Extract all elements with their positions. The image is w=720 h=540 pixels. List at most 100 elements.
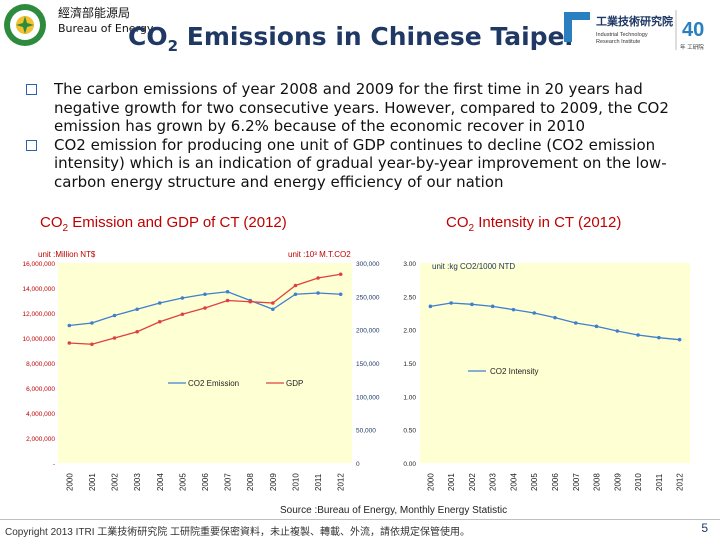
x-axis-tick-label: 2011 <box>314 473 323 491</box>
series-point <box>293 283 298 288</box>
x-axis-tick-label: 2001 <box>447 473 456 491</box>
series-point <box>338 272 343 277</box>
right-axis-tick-label: 250,000 <box>356 294 380 301</box>
series-point <box>157 319 162 324</box>
series-point <box>67 341 72 345</box>
plot-area <box>420 263 690 463</box>
series-point <box>470 302 474 307</box>
left-chart-title: CO2 Emission and GDP of CT (2012) <box>40 214 287 234</box>
page-number: 5 <box>701 521 708 535</box>
checkbox-bullet-icon <box>26 139 37 151</box>
x-axis-tick-label: 2007 <box>224 473 233 491</box>
x-axis-tick-label: 2007 <box>572 473 581 491</box>
series-point <box>449 301 453 305</box>
x-axis-tick-label: 2004 <box>509 473 518 491</box>
series-point <box>594 324 599 329</box>
series-point <box>180 312 185 317</box>
itri-logo: 工業技術研究院 Industrial Technology Research I… <box>564 10 704 51</box>
itri-name-zh: 工業技術研究院 <box>596 14 673 28</box>
left-unit-label: unit :Million NT$ <box>38 250 96 259</box>
x-axis-tick-label: 2006 <box>551 473 560 491</box>
series-point <box>573 321 578 325</box>
x-axis-tick-label: 2010 <box>291 473 300 491</box>
x-axis-tick-label: 2009 <box>269 473 278 491</box>
series-point <box>293 292 298 297</box>
series-point <box>428 304 433 309</box>
right-axis-tick-label: 0 <box>356 461 360 468</box>
anniversary-number: 40 <box>682 19 704 41</box>
series-point <box>203 306 207 310</box>
legend-label: CO2 Emission <box>188 379 239 388</box>
series-point <box>271 301 275 305</box>
series-point <box>248 299 253 304</box>
x-axis-tick-label: 2006 <box>201 473 210 491</box>
bullet-item: CO2 emission for producing one unit of G… <box>4 136 704 192</box>
x-axis-tick-label: 2001 <box>88 473 97 491</box>
right-chart-tick-label: 0.00 <box>403 461 416 468</box>
x-axis-tick-label: 2011 <box>655 473 664 491</box>
left-axis-tick-label: 2,000,000 <box>26 436 55 443</box>
series-point <box>90 342 94 347</box>
left-axis-tick-label: 12,000,000 <box>22 311 55 318</box>
org-name-en: Bureau of Energy <box>58 22 154 35</box>
x-axis-tick-label: 2008 <box>246 473 255 491</box>
left-axis-tick-label: 10,000,000 <box>22 336 55 343</box>
x-axis-tick-label: 2000 <box>65 473 74 491</box>
series-point <box>135 329 139 334</box>
x-axis-tick-label: 2005 <box>178 473 187 491</box>
left-axis-tick-label: 14,000,000 <box>22 286 55 293</box>
series-point <box>90 321 94 325</box>
source-note: Source :Bureau of Energy, Monthly Energy… <box>280 505 508 516</box>
intensity-unit-label: unit :kg CO2/1000 NTD <box>432 262 515 271</box>
series-point <box>112 336 117 340</box>
series-point <box>67 323 72 328</box>
page-title: CO2 Emissions in Chinese Taipei <box>128 22 574 55</box>
org-name-zh: 經濟部能源局 <box>58 6 131 20</box>
legend-label: GDP <box>286 379 303 388</box>
right-chart-title: CO2 Intensity in CT (2012) <box>446 214 622 234</box>
x-axis-tick-label: 2000 <box>426 473 435 491</box>
x-axis-tick-label: 2003 <box>133 473 142 491</box>
bullet-item: The carbon emissions of year 2008 and 20… <box>4 80 704 136</box>
anniversary-text: 年 工研院 <box>680 43 704 51</box>
series-point <box>490 304 495 309</box>
right-axis-tick-label: 200,000 <box>356 328 380 335</box>
series-point <box>553 315 557 320</box>
series-point <box>203 292 207 297</box>
bureau-of-energy-logo <box>4 4 46 46</box>
series-point <box>532 311 537 315</box>
right-chart-tick-label: 2.50 <box>403 294 416 301</box>
legend-label: CO2 Intensity <box>490 367 538 376</box>
bullet-text: CO2 emission for producing one unit of G… <box>54 135 667 191</box>
plot-area <box>58 263 352 463</box>
right-axis-tick-label: 50,000 <box>356 428 376 435</box>
series-point <box>316 276 320 280</box>
x-axis-tick-label: 2005 <box>530 473 539 491</box>
left-axis-tick-label: 6,000,000 <box>26 386 55 393</box>
x-axis-tick-label: 2008 <box>593 473 602 491</box>
x-axis-tick-label: 2012 <box>676 473 685 491</box>
left-axis-tick-label: 4,000,000 <box>26 411 55 418</box>
right-chart-tick-label: 2.00 <box>403 328 416 335</box>
left-axis-tick-label: 16,000,000 <box>22 261 55 268</box>
right-chart-tick-label: 1.00 <box>403 394 416 401</box>
right-chart-tick-label: 1.50 <box>403 361 416 368</box>
x-axis-tick-label: 2012 <box>337 473 346 491</box>
x-axis-tick-label: 2002 <box>468 473 477 491</box>
series-point <box>677 337 682 342</box>
itri-name-en-1: Industrial Technology <box>596 32 648 38</box>
right-axis-tick-label: 150,000 <box>356 361 380 368</box>
footer-divider <box>0 519 720 520</box>
checkbox-bullet-icon <box>26 84 37 95</box>
series-point <box>135 307 139 312</box>
x-axis-tick-label: 2002 <box>111 473 120 491</box>
right-axis-tick-label: 300,000 <box>356 261 380 268</box>
x-axis-tick-label: 2004 <box>156 473 165 491</box>
right-unit-label: unit :10³ M.T.CO2 <box>288 250 351 259</box>
right-chart-tick-label: 0.50 <box>403 428 416 435</box>
series-point <box>180 296 185 300</box>
series-point <box>112 313 117 318</box>
series-point <box>316 291 320 295</box>
x-axis-tick-label: 2010 <box>634 473 643 491</box>
bullet-text: The carbon emissions of year 2008 and 20… <box>54 80 669 135</box>
